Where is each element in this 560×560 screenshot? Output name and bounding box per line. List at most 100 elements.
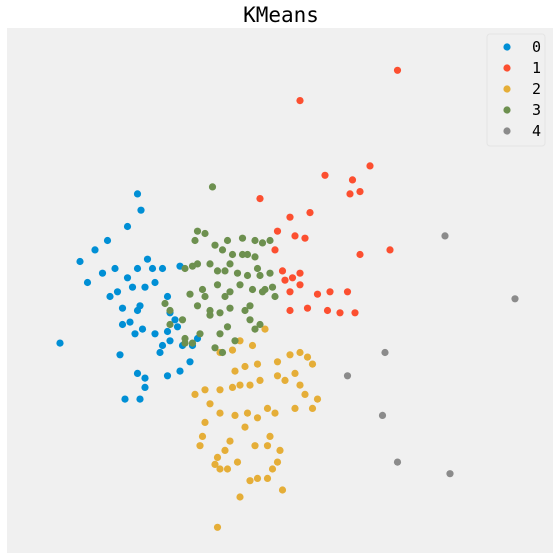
- point-cluster-2-20: [216, 386, 224, 394]
- point-cluster-0-45: [163, 372, 172, 380]
- point-cluster-2-54: [251, 442, 259, 450]
- point-cluster-2-1: [248, 341, 257, 350]
- point-cluster-2-38: [276, 446, 284, 454]
- point-cluster-1-2: [366, 162, 374, 170]
- point-cluster-3-28: [236, 281, 244, 289]
- point-cluster-1-10: [273, 227, 282, 235]
- point-cluster-0-22: [118, 304, 127, 312]
- point-cluster-0-40: [176, 367, 184, 375]
- legend-marker-0: [503, 43, 511, 51]
- point-cluster-3-34: [193, 302, 202, 310]
- point-cluster-0-25: [171, 316, 179, 324]
- point-cluster-3-60: [181, 339, 189, 347]
- point-cluster-1-12: [301, 234, 309, 242]
- point-cluster-1-18: [288, 274, 297, 282]
- point-cluster-3-25: [266, 269, 274, 277]
- point-cluster-2-22: [191, 390, 199, 398]
- point-cluster-0-19: [106, 292, 114, 301]
- point-cluster-3-37: [216, 309, 224, 317]
- point-cluster-0-4: [91, 246, 99, 254]
- point-cluster-3-19: [188, 262, 197, 270]
- point-cluster-0-9: [98, 269, 107, 277]
- point-cluster-2-45: [236, 493, 244, 501]
- legend-label-0: 0: [532, 38, 541, 56]
- point-cluster-0-11: [148, 264, 157, 273]
- point-cluster-3-13: [243, 250, 252, 259]
- point-cluster-0-10: [123, 274, 132, 282]
- point-cluster-0-18: [83, 278, 92, 287]
- points-layer: [56, 66, 519, 531]
- point-cluster-2-39: [221, 446, 229, 454]
- point-cluster-0-8: [111, 264, 119, 273]
- point-cluster-0-39: [186, 358, 194, 366]
- point-cluster-0-42: [116, 351, 124, 359]
- point-cluster-3-10: [218, 246, 227, 254]
- point-cluster-0-44: [133, 369, 142, 377]
- point-cluster-3-59: [166, 320, 174, 329]
- point-cluster-2-27: [253, 414, 262, 422]
- point-cluster-0-12: [158, 264, 167, 273]
- point-cluster-1-8: [306, 209, 314, 217]
- point-cluster-3-4: [223, 236, 232, 245]
- point-cluster-0-28: [163, 327, 172, 336]
- point-cluster-2-34: [291, 404, 299, 412]
- point-cluster-2-42: [253, 474, 262, 482]
- point-cluster-3-61: [188, 339, 197, 347]
- point-cluster-2-50: [233, 458, 242, 466]
- point-cluster-0-7: [133, 264, 142, 273]
- point-cluster-0-2: [123, 222, 132, 231]
- point-cluster-0-0: [133, 190, 142, 198]
- point-cluster-0-23: [133, 306, 142, 315]
- point-cluster-0-20: [163, 292, 172, 301]
- point-cluster-2-24: [216, 409, 224, 417]
- chart-title: KMeans: [243, 3, 319, 27]
- point-cluster-2-25: [231, 411, 239, 419]
- point-cluster-2-21: [201, 386, 209, 394]
- point-cluster-1-17: [296, 269, 304, 277]
- point-cluster-2-40: [211, 460, 219, 468]
- point-cluster-3-14: [251, 253, 259, 261]
- point-cluster-2-17: [246, 381, 254, 389]
- point-cluster-0-30: [138, 325, 147, 333]
- point-cluster-3-43: [258, 288, 267, 296]
- point-cluster-0-17: [113, 288, 122, 296]
- point-cluster-3-24: [256, 271, 264, 280]
- point-cluster-0-6: [143, 255, 152, 263]
- point-cluster-2-32: [313, 395, 322, 403]
- point-cluster-2-28: [263, 404, 272, 412]
- point-cluster-3-32: [201, 292, 209, 301]
- point-cluster-4-4: [378, 411, 387, 419]
- legend-box: [486, 33, 546, 147]
- point-cluster-2-13: [308, 360, 317, 368]
- point-cluster-2-55: [223, 465, 232, 473]
- point-cluster-2-35: [241, 423, 249, 431]
- point-cluster-3-52: [211, 344, 219, 352]
- point-cluster-3-9: [211, 241, 219, 249]
- point-cluster-2-41: [216, 465, 224, 473]
- point-cluster-4-1: [511, 295, 519, 303]
- legend-marker-1: [503, 64, 511, 72]
- point-cluster-3-21: [221, 267, 229, 275]
- point-cluster-1-24: [343, 288, 352, 296]
- point-cluster-3-58: [161, 299, 169, 308]
- point-cluster-2-46: [201, 418, 209, 426]
- legend-label-3: 3: [532, 101, 541, 119]
- series-3: [161, 183, 279, 357]
- point-cluster-2-6: [241, 362, 249, 371]
- point-cluster-2-51: [246, 477, 254, 485]
- point-cluster-3-30: [213, 281, 222, 289]
- point-cluster-3-0: [208, 183, 217, 191]
- point-cluster-2-10: [273, 372, 282, 380]
- point-cluster-1-6: [346, 190, 354, 198]
- point-cluster-1-0: [393, 66, 402, 74]
- point-cluster-3-40: [246, 302, 254, 310]
- point-cluster-0-5: [76, 257, 84, 266]
- point-cluster-1-27: [351, 309, 359, 317]
- point-cluster-3-15: [226, 260, 234, 268]
- point-cluster-1-11: [291, 232, 299, 240]
- point-cluster-0-27: [173, 323, 182, 331]
- point-cluster-3-48: [251, 325, 259, 333]
- point-cluster-2-12: [303, 353, 312, 361]
- point-cluster-0-26: [118, 320, 127, 329]
- point-cluster-0-34: [158, 341, 167, 350]
